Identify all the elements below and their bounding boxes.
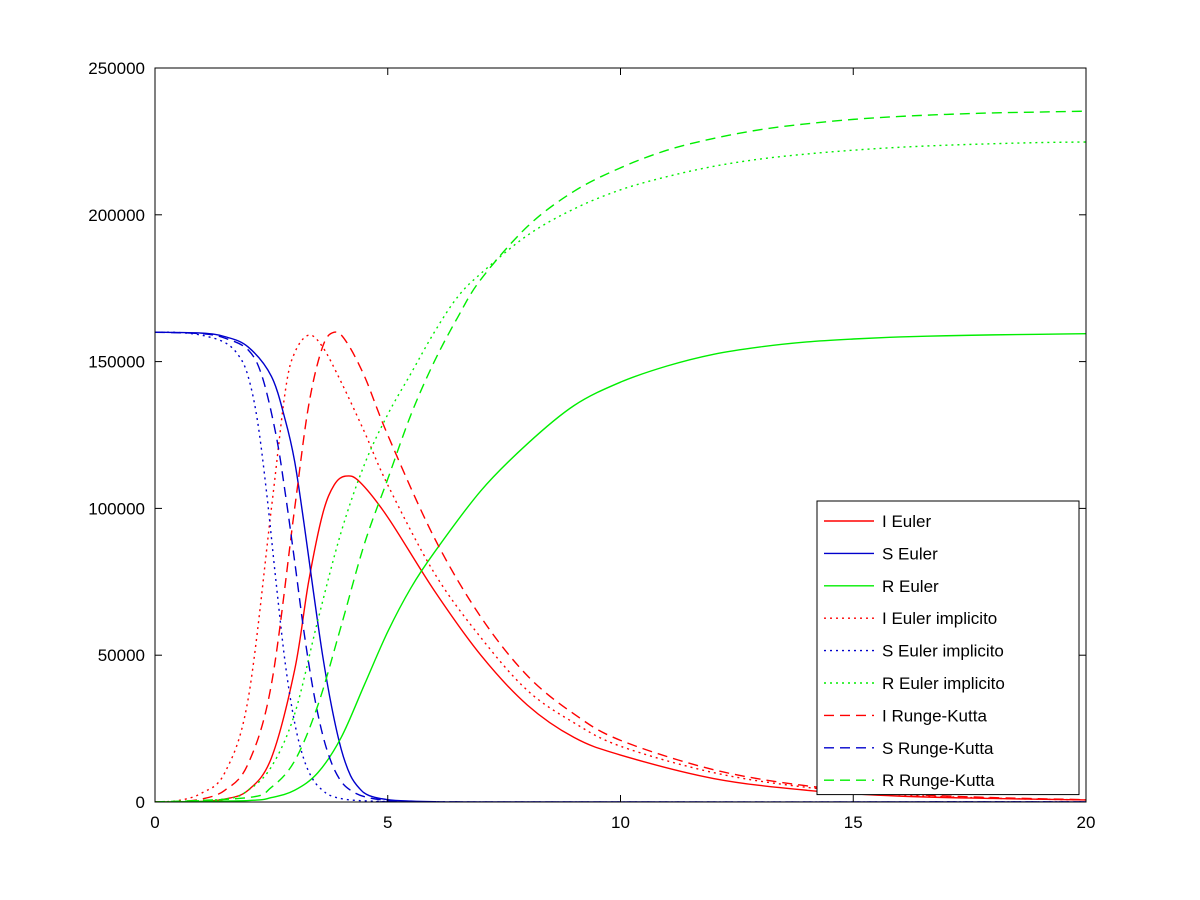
series-line-i-euler-implicito <box>155 334 1086 802</box>
legend-label: S Euler <box>882 544 938 563</box>
x-tick-label: 0 <box>150 813 159 832</box>
legend-label: R Euler <box>882 577 939 596</box>
legend-label: R Runge-Kutta <box>882 771 995 790</box>
y-tick-label: 150000 <box>88 353 145 372</box>
legend-item-s-euler-implicito: S Euler implicito <box>824 642 1004 661</box>
x-tick-label: 20 <box>1077 813 1096 832</box>
series-line-i-euler <box>155 475 1086 802</box>
legend-item-r-euler: R Euler <box>824 577 939 596</box>
series-line-i-runge-kutta <box>155 331 1086 802</box>
legend-item-r-euler-implicito: R Euler implicito <box>824 674 1005 693</box>
legend-label: S Runge-Kutta <box>882 739 994 758</box>
series-line-s-euler-implicito <box>155 331 1086 802</box>
y-tick-label: 50000 <box>98 646 145 665</box>
legend-item-i-runge-kutta: I Runge-Kutta <box>824 706 987 725</box>
ticks-layer: 0 5 10 15 20 0 50000 100000 150000 200000 250000 <box>88 59 1095 832</box>
legend-label: I Euler implicito <box>882 609 997 628</box>
legend-label: S Euler implicito <box>882 642 1004 661</box>
y-tick-label: 200000 <box>88 206 145 225</box>
legend-label: R Euler implicito <box>882 674 1005 693</box>
x-tick-label: 10 <box>611 813 630 832</box>
legend-item-s-runge-kutta: S Runge-Kutta <box>824 739 994 758</box>
series-line-r-euler <box>155 333 1086 802</box>
x-tick-label: 5 <box>383 813 392 832</box>
legend: I Euler S Euler R Euler I Euler implicito S … <box>816 500 1080 796</box>
legend-box <box>816 500 1080 796</box>
y-tick-label: 0 <box>136 793 145 812</box>
legend-item-r-runge-kutta: R Runge-Kutta <box>824 771 995 790</box>
legend-item-i-euler-implicito: I Euler implicito <box>824 609 997 628</box>
series-line-r-runge-kutta <box>155 110 1086 802</box>
legend-label: I Euler <box>882 512 931 531</box>
legend-label: I Runge-Kutta <box>882 706 987 725</box>
y-tick-label: 250000 <box>88 59 145 78</box>
legend-item-s-euler: S Euler <box>824 544 938 563</box>
y-tick-label: 100000 <box>88 499 145 518</box>
legend-item-i-euler: I Euler <box>824 512 931 531</box>
x-tick-label: 15 <box>844 813 863 832</box>
series-line-r-euler-implicito <box>155 141 1086 802</box>
